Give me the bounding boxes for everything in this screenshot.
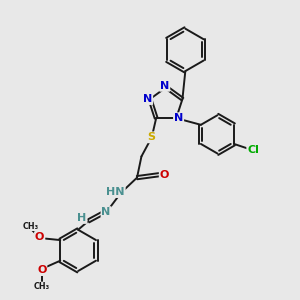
Text: CH₃: CH₃ (22, 222, 38, 231)
Text: N: N (174, 113, 183, 123)
Text: O: O (35, 232, 44, 242)
Text: S: S (148, 132, 156, 142)
Text: O: O (160, 170, 169, 180)
Text: HN: HN (106, 187, 125, 197)
Text: N: N (160, 81, 169, 91)
Text: CH₃: CH₃ (34, 282, 50, 291)
Text: Cl: Cl (247, 145, 259, 155)
Text: N: N (143, 94, 152, 104)
Text: H: H (77, 213, 87, 223)
Text: O: O (37, 265, 46, 275)
Text: N: N (101, 207, 111, 217)
